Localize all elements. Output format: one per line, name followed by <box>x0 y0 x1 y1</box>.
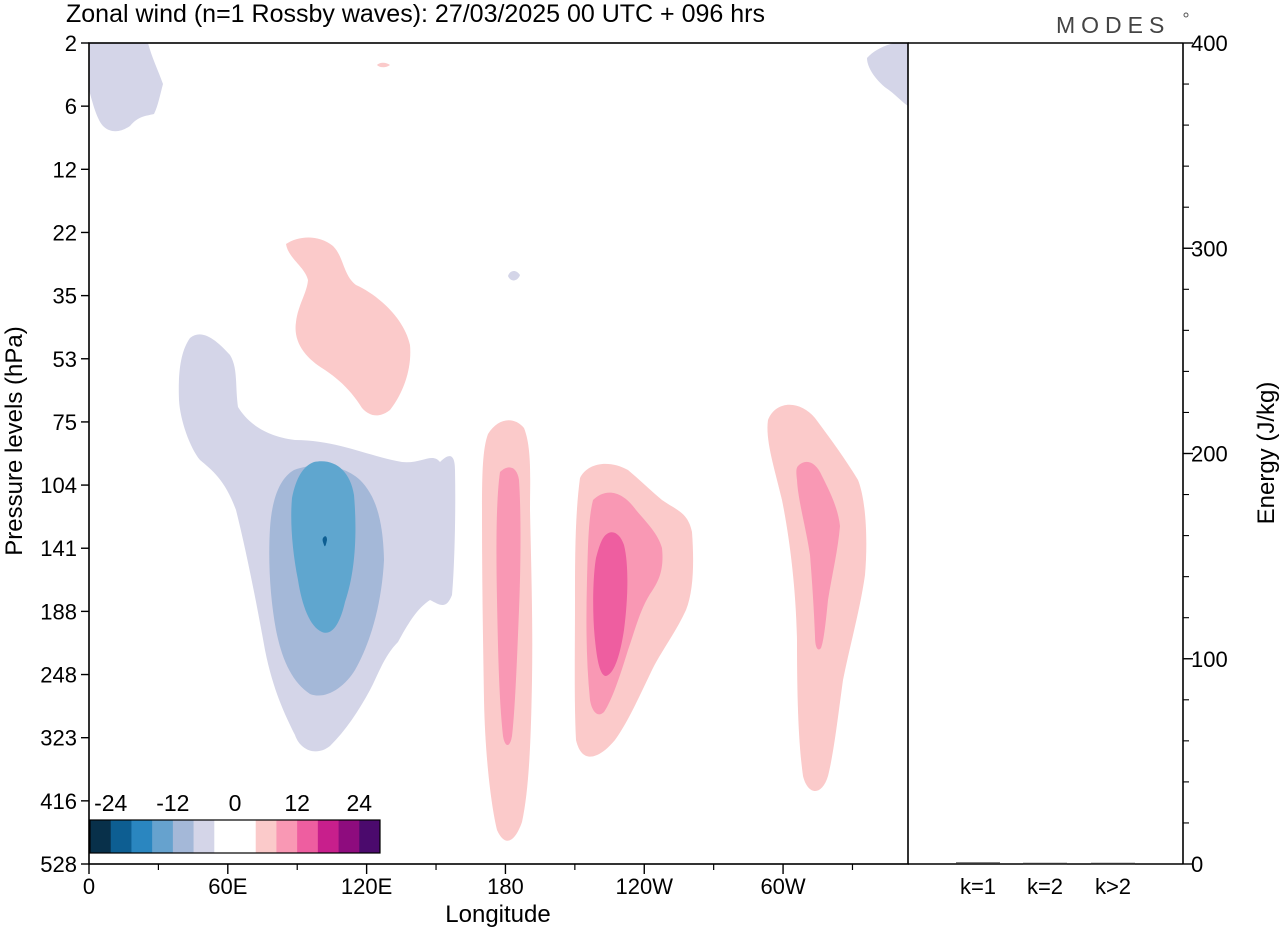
colorbar-swatch <box>276 820 298 853</box>
energy-categories: k=1 k=2 k>2 <box>960 874 1131 899</box>
energy-tick-label: 0 <box>1191 852 1203 877</box>
colorbar-swatch <box>297 820 319 853</box>
energy-tick-label: 300 <box>1191 236 1228 261</box>
contour-negative-tiny-blob <box>508 270 520 281</box>
x-axis-label: Longitude <box>445 901 550 928</box>
colorbar-swatch <box>193 820 215 853</box>
colorbar-swatch <box>255 820 277 853</box>
contour-negative-main-l4 <box>322 536 327 547</box>
x-tick-label: 60E <box>208 874 247 899</box>
contour-positive-tiny-blob <box>377 62 390 68</box>
y-tick-label: 141 <box>40 536 77 561</box>
y-tick-label: 35 <box>53 284 77 309</box>
energy-axis-label: Energy (J/kg) <box>1253 382 1280 525</box>
brand-logo: MODES <box>1056 12 1170 38</box>
contour-positive-180-l2 <box>496 467 521 745</box>
y-tick-label: 53 <box>53 347 77 372</box>
contour-negative-main-l3 <box>291 461 356 633</box>
y-tick-label: 104 <box>40 473 77 498</box>
chart-title: Zonal wind (n=1 Rossby waves): 27/03/202… <box>66 0 765 28</box>
x-tick-label: 60W <box>760 874 805 899</box>
energy-category-label: k>2 <box>1095 874 1131 899</box>
x-axis-longitude: 0 60E 120E 180 120W 60W <box>83 864 854 899</box>
colorbar: -24 -12 0 12 24 <box>86 783 386 859</box>
x-tick-label: 120E <box>341 874 392 899</box>
y-tick-label: 6 <box>65 94 77 119</box>
contour-frame <box>88 42 909 865</box>
energy-tick-label: 100 <box>1191 647 1228 672</box>
contour-positive-strat <box>286 237 411 416</box>
colorbar-label: 0 <box>229 790 242 816</box>
y-tick-label: 12 <box>53 157 77 182</box>
y-tick-label: 188 <box>40 599 77 624</box>
colorbar-swatch <box>172 820 194 853</box>
y-axis-pressure: 2 6 12 22 35 53 75 104 141 188 248 323 416 528 <box>40 31 89 877</box>
y-tick-label: 22 <box>53 220 77 245</box>
x-tick-label: 0 <box>83 874 95 899</box>
brand-logo-mark <box>1183 12 1189 18</box>
colorbar-label: -24 <box>94 790 127 816</box>
colorbar-swatch <box>214 820 236 853</box>
y-tick-label: 323 <box>40 726 77 751</box>
y-tick-label: 528 <box>40 852 77 877</box>
contour-fills <box>89 43 908 841</box>
colorbar-label: -12 <box>156 790 189 816</box>
colorbar-frame <box>89 819 381 854</box>
x-tick-label: 120W <box>616 874 674 899</box>
colorbar-swatch <box>131 820 153 853</box>
x-tick-label: 180 <box>487 874 524 899</box>
energy-tick-label: 400 <box>1191 31 1228 56</box>
y-tick-label: 2 <box>65 31 77 56</box>
contour-negative-top-right <box>867 43 908 106</box>
colorbar-label: 24 <box>346 790 372 816</box>
y-tick-label: 416 <box>40 789 77 814</box>
energy-tick-label: 200 <box>1191 442 1228 467</box>
colorbar-swatch <box>359 820 381 853</box>
energy-axis: 0 100 200 300 400 <box>1183 31 1228 877</box>
colorbar-swatch <box>317 820 339 853</box>
colorbar-label: 12 <box>284 790 310 816</box>
energy-category-label: k=2 <box>1027 874 1063 899</box>
energy-category-label: k=1 <box>960 874 996 899</box>
contour-panel: -24 -12 0 12 24 2 6 12 22 35 53 75 104 141 188 248 323 4… <box>1 31 909 928</box>
colorbar-swatch <box>338 820 360 853</box>
energy-panel: 0 100 200 300 400 k=1 k=2 k>2 Energy (J/kg) <box>908 31 1280 899</box>
colorbar-swatch <box>235 820 257 853</box>
contour-positive-130w-l3 <box>593 532 628 676</box>
colorbar-swatch <box>110 820 132 853</box>
energy-bar <box>1091 862 1135 865</box>
energy-bar <box>956 862 1000 864</box>
energy-bar <box>1023 862 1067 865</box>
colorbar-swatch <box>152 820 174 853</box>
energy-bars <box>956 862 1135 865</box>
colorbar-swatch <box>90 820 112 853</box>
contour-negative-top-left <box>89 43 163 132</box>
y-tick-label: 75 <box>53 410 77 435</box>
y-tick-label: 248 <box>40 663 77 688</box>
contour-positive-45w-l2 <box>796 461 840 650</box>
y-axis-label: Pressure levels (hPa) <box>1 326 28 555</box>
